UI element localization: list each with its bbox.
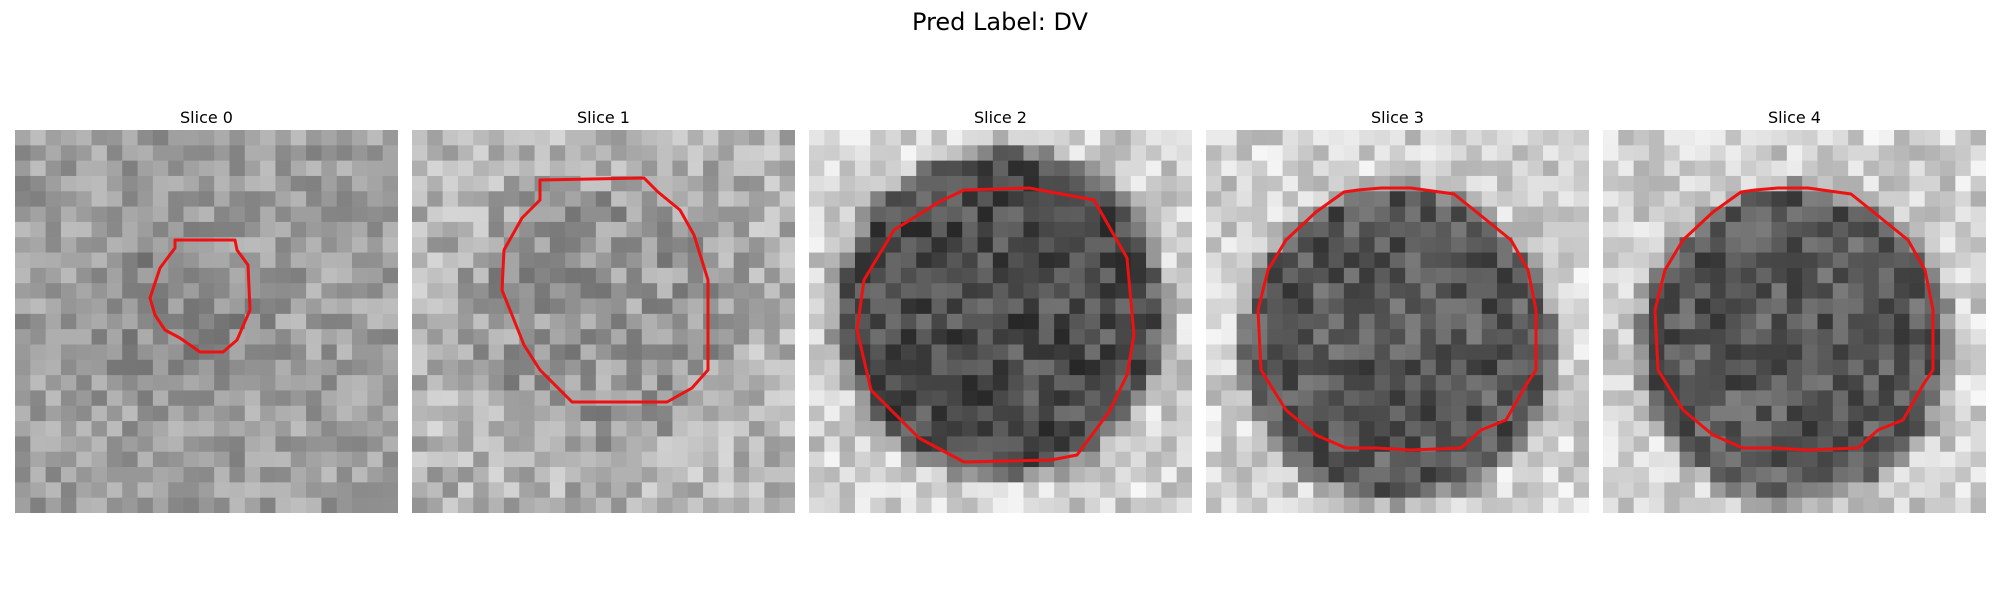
slice-title: Slice 3 <box>1371 108 1424 127</box>
slice-title: Slice 0 <box>180 108 233 127</box>
slice-image <box>15 130 398 513</box>
slice-image <box>1206 130 1589 513</box>
segmentation-contour <box>1653 186 1935 452</box>
slice-image <box>412 130 795 513</box>
slice-panel-4: Slice 4 <box>1603 108 1986 513</box>
segmentation-contour <box>148 238 252 354</box>
segmentation-contour <box>500 176 710 404</box>
slice-image <box>1603 130 1986 513</box>
slice-image <box>809 130 1192 513</box>
segmentation-contour <box>855 186 1136 464</box>
slice-panel-0: Slice 0 <box>15 108 398 513</box>
slice-panel-3: Slice 3 <box>1206 108 1589 513</box>
slice-title: Slice 1 <box>577 108 630 127</box>
slice-panel-1: Slice 1 <box>412 108 795 513</box>
segmentation-contour <box>1256 186 1538 452</box>
slice-title: Slice 4 <box>1768 108 1821 127</box>
slice-title: Slice 2 <box>974 108 1027 127</box>
figure-title: Pred Label: DV <box>912 8 1088 36</box>
slice-panel-2: Slice 2 <box>809 108 1192 513</box>
